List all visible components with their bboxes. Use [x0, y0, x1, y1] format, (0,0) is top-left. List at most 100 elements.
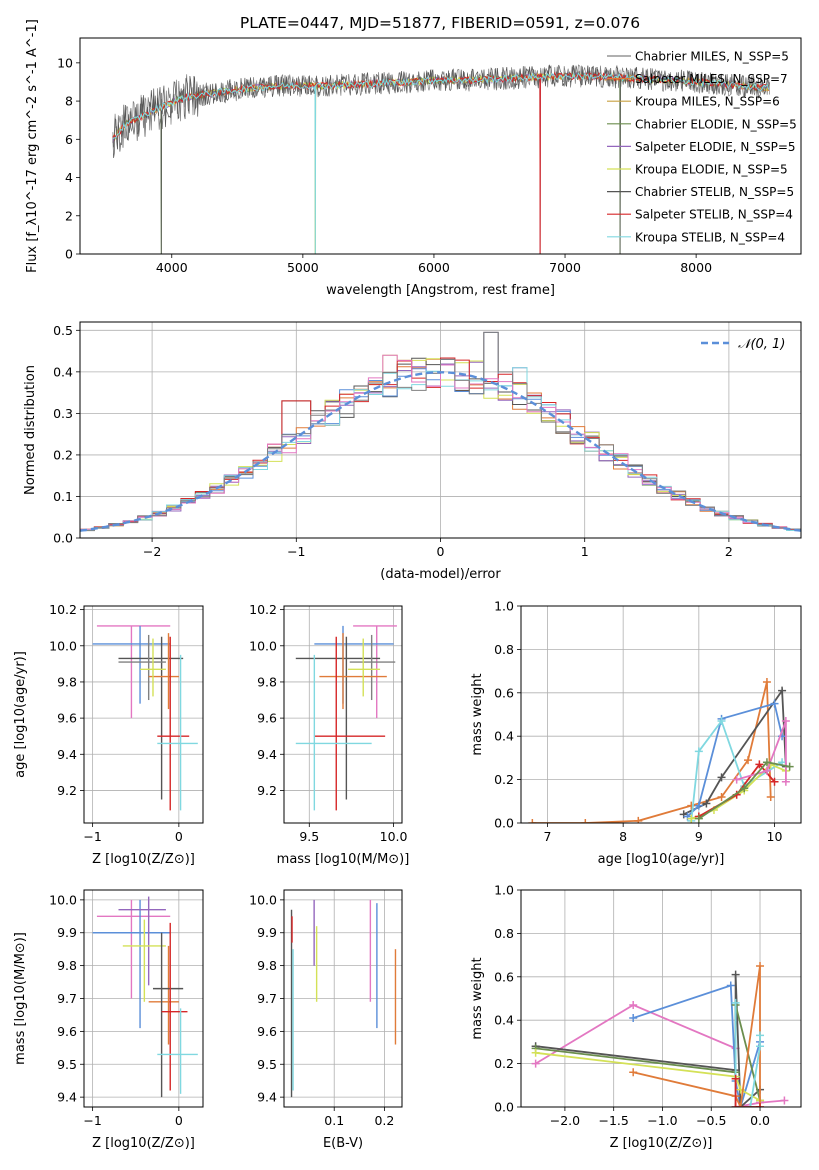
- x-axis-label: Z [log10(Z/Z⊙)]: [610, 1136, 713, 1151]
- weight-point-marker: [781, 717, 790, 726]
- weight-point-marker: [687, 801, 696, 810]
- legend-entry: Salpeter STELIB, N_SSP=4: [635, 208, 793, 222]
- axes-mass_vs_ebv: 0.1 0.2 9.4 9.5 9.6 9.7 9.8 9.9 10.0 E(B-V): [249, 889, 403, 1151]
- weight-point-marker: [756, 1042, 765, 1051]
- y-tick-label: 9.8: [57, 674, 77, 689]
- weight-point-marker: [780, 1096, 789, 1105]
- weight-point-marker: [785, 762, 794, 771]
- weight-series-line: [734, 1078, 760, 1107]
- y-tick-label: 9.4: [57, 747, 77, 762]
- weight-point-marker: [770, 699, 779, 708]
- weight-point-marker: [731, 998, 740, 1007]
- y-tick-label: 10.0: [249, 892, 277, 907]
- y-tick-label: 0.6: [494, 969, 514, 984]
- y-tick-label: 0.2: [53, 447, 73, 462]
- y-tick-label: 10.0: [249, 638, 277, 653]
- plot-area-age_vs_Z: [92, 625, 198, 811]
- legend-entry: Kroupa ELODIE, N_SSP=5: [635, 163, 788, 177]
- x-tick-label: −1.5: [599, 1113, 629, 1128]
- histogram-series: [80, 354, 801, 530]
- y-tick-label: 0.0: [494, 1100, 514, 1115]
- weight-series-line: [535, 1051, 761, 1102]
- spectrum-series-line: [112, 72, 770, 254]
- plot-area-mass_vs_ebv: [290, 899, 397, 1098]
- y-axis-label: mass [log10(M/M⊙)]: [13, 932, 28, 1065]
- y-tick-label: 6: [65, 132, 73, 147]
- axes-weight_vs_age: 7 8 9 10 0.0 0.2 0.4 0.6 0.8 1.0 age [log10(age/yr…: [470, 599, 802, 867]
- y-tick-label: 10.2: [249, 602, 277, 617]
- x-tick-label: 0: [175, 829, 183, 844]
- weight-point-marker: [528, 819, 537, 823]
- x-axis-label: Z [log10(Z/Z⊙)]: [92, 852, 195, 867]
- figure-title: PLATE=0447, MJD=51877, FIBERID=0591, z=0…: [240, 14, 640, 32]
- y-tick-label: 0.8: [494, 642, 514, 657]
- y-tick-label: 8: [65, 94, 73, 109]
- y-tick-label: 9.4: [257, 747, 277, 762]
- plot-area-spectrum: [112, 64, 770, 254]
- x-tick-label: 0: [437, 544, 445, 559]
- axes-age_vs_mass: 9.5 10.0 9.2 9.4 9.6 9.8 10.0 10.2 mass [log10(M…: [249, 602, 409, 867]
- plot-area-weight_vs_age: [528, 677, 794, 823]
- weight-point-marker: [736, 1103, 745, 1107]
- y-tick-label: 9.8: [257, 674, 277, 689]
- axes-mass_vs_Z: −1 0 9.4 9.5 9.6 9.7 9.8 9.9 10.0 Z [log10(Z/Z⊙)]…: [13, 889, 204, 1151]
- x-tick-label: −2.0: [550, 1113, 580, 1128]
- axes-frame: [83, 889, 204, 1108]
- weight-series-line: [736, 720, 787, 782]
- axes-frame: [283, 889, 403, 1108]
- axes-frame: [79, 321, 802, 539]
- y-tick-label: 9.4: [57, 1090, 77, 1105]
- weight-point-marker: [762, 677, 771, 686]
- y-tick-label: 0.4: [53, 364, 73, 379]
- x-axis-label: E(B-V): [323, 1136, 363, 1151]
- histogram-series: [80, 331, 801, 532]
- y-tick-label: 9.6: [57, 711, 77, 726]
- plot-area-age_vs_mass: [295, 625, 397, 811]
- y-tick-label: 9.4: [257, 1090, 277, 1105]
- y-tick-label: 2: [65, 208, 73, 223]
- x-tick-label: −1: [287, 544, 305, 559]
- weight-series-line: [632, 965, 761, 1107]
- y-tick-label: 9.5: [257, 1057, 277, 1072]
- y-axis-label: mass weight: [470, 673, 485, 755]
- axes-residuals: −2 −1 0 1 2 0.0 0.1 0.2 0.3 0.4 0.5 (data-model)/er…: [23, 321, 802, 582]
- y-axis-label: age [log10(age/yr)]: [13, 651, 28, 778]
- weight-series-line: [698, 761, 790, 820]
- x-tick-label: 7000: [549, 260, 581, 275]
- y-tick-label: 9.6: [57, 1024, 77, 1039]
- x-tick-label: 9: [695, 829, 703, 844]
- residuals-legend: 𝒩(0, 1): [701, 337, 785, 352]
- x-tick-label: 9.5: [299, 829, 319, 844]
- x-axis-label: Z [log10(Z/Z⊙)]: [92, 1136, 195, 1151]
- axes-weight_vs_Z: −2.0 −1.5 −1.0 −0.5 0.0 0.0 0.2 0.4 0.6 0.8 1.0 Z […: [470, 883, 802, 1151]
- y-tick-label: 10: [57, 55, 73, 70]
- weight-point-marker: [744, 756, 753, 765]
- y-tick-label: 0.2: [494, 772, 514, 787]
- plot-area-mass_vs_Z: [92, 896, 198, 1098]
- y-tick-label: 10.0: [49, 892, 77, 907]
- x-tick-label: 8000: [680, 260, 712, 275]
- x-tick-label: 6000: [418, 260, 450, 275]
- weight-series-line: [532, 681, 772, 823]
- legend-entry: 𝒩(0, 1): [738, 337, 785, 352]
- legend-entry: Kroupa STELIB, N_SSP=4: [635, 230, 785, 244]
- weight-point-marker: [778, 686, 787, 695]
- weight-series-line: [535, 974, 761, 1107]
- y-tick-label: 9.8: [257, 958, 277, 973]
- weight-point-marker: [531, 1048, 540, 1057]
- x-axis-label: (data-model)/error: [380, 567, 501, 582]
- y-tick-label: 9.8: [57, 958, 77, 973]
- y-tick-label: 4: [65, 170, 73, 185]
- weight-point-marker: [732, 775, 741, 784]
- y-tick-label: 9.6: [257, 711, 277, 726]
- x-tick-label: −1: [83, 1113, 101, 1128]
- y-tick-label: 9.2: [257, 783, 277, 798]
- weight-point-marker: [702, 799, 711, 808]
- weight-point-marker: [726, 981, 735, 990]
- y-tick-label: 1.0: [494, 883, 514, 898]
- axes-frame: [520, 889, 802, 1108]
- axes-frame: [79, 37, 802, 255]
- x-tick-label: −0.5: [696, 1113, 726, 1128]
- weight-point-marker: [755, 760, 764, 769]
